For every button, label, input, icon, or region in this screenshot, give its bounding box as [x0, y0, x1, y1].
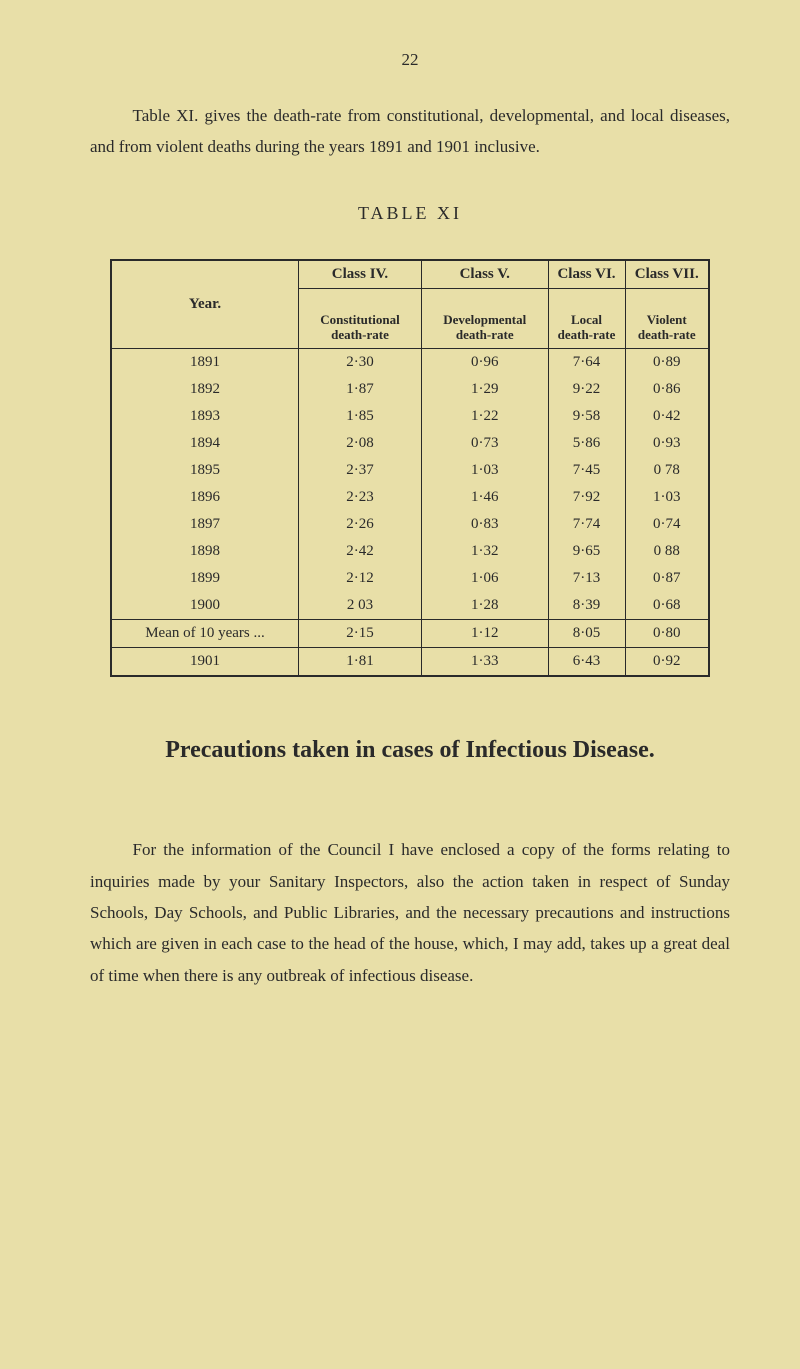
table-row: 1899 2·12 1·06 7·13 0·87 — [111, 565, 709, 592]
cell: 1·81 — [299, 648, 422, 677]
cell: 2·30 — [299, 349, 422, 377]
year-cell: 1892 — [111, 376, 299, 403]
cell: 1·28 — [421, 592, 548, 620]
col-class-iv: Class IV. — [299, 260, 422, 289]
col-class-v: Class V. — [421, 260, 548, 289]
year-cell: 1899 — [111, 565, 299, 592]
cell: 1·03 — [421, 457, 548, 484]
cell: 0·87 — [625, 565, 709, 592]
cell: 1·06 — [421, 565, 548, 592]
cell: 1·29 — [421, 376, 548, 403]
cell: 0 78 — [625, 457, 709, 484]
cell: 2·12 — [299, 565, 422, 592]
cell: 1·33 — [421, 648, 548, 677]
year-header: Year. — [111, 260, 299, 349]
row-1901: 1901 1·81 1·33 6·43 0·92 — [111, 648, 709, 677]
year-cell: 1894 — [111, 430, 299, 457]
table-row: 1891 2·30 0·96 7·64 0·89 — [111, 349, 709, 377]
page-number: 22 — [90, 50, 730, 70]
cell: 0·74 — [625, 511, 709, 538]
cell: 2·26 — [299, 511, 422, 538]
cell: 7·45 — [548, 457, 625, 484]
cell: 1·87 — [299, 376, 422, 403]
table-header-row-classes: Year. Class IV. Class V. Class VI. Class… — [111, 260, 709, 289]
cell: 0·42 — [625, 403, 709, 430]
cell: 2 03 — [299, 592, 422, 620]
body-paragraph: For the information of the Council I hav… — [90, 834, 730, 991]
cell: 1·85 — [299, 403, 422, 430]
col-dev-rate: Developmental death-rate — [421, 307, 548, 349]
year-cell: 1895 — [111, 457, 299, 484]
cell: 1·12 — [421, 620, 548, 648]
intro-paragraph: Table XI. gives the death-rate from cons… — [90, 100, 730, 163]
year-cell: 1898 — [111, 538, 299, 565]
cell: 5·86 — [548, 430, 625, 457]
mean-label: Mean of 10 years ... — [111, 620, 299, 648]
cell: 7·64 — [548, 349, 625, 377]
cell: 1·46 — [421, 484, 548, 511]
cell: 0·83 — [421, 511, 548, 538]
cell: 8·39 — [548, 592, 625, 620]
year-cell: 1896 — [111, 484, 299, 511]
year-cell: 1891 — [111, 349, 299, 377]
year-cell: 1900 — [111, 592, 299, 620]
table-row: 1898 2·42 1·32 9·65 0 88 — [111, 538, 709, 565]
cell: 9·58 — [548, 403, 625, 430]
col-violent-rate: Violent death-rate — [625, 307, 709, 349]
death-rate-table: Year. Class IV. Class V. Class VI. Class… — [110, 259, 710, 677]
cell: 2·23 — [299, 484, 422, 511]
cell: 8·05 — [548, 620, 625, 648]
col-class-vi: Class VI. — [548, 260, 625, 289]
cell: 0·93 — [625, 430, 709, 457]
cell: 2·42 — [299, 538, 422, 565]
table-row: 1900 2 03 1·28 8·39 0·68 — [111, 592, 709, 620]
cell: 1·22 — [421, 403, 548, 430]
year-cell: 1897 — [111, 511, 299, 538]
cell: 9·65 — [548, 538, 625, 565]
cell: 6·43 — [548, 648, 625, 677]
cell: 0·89 — [625, 349, 709, 377]
cell: 0·92 — [625, 648, 709, 677]
table-row: 1895 2·37 1·03 7·45 0 78 — [111, 457, 709, 484]
cell: 2·37 — [299, 457, 422, 484]
cell: 0·96 — [421, 349, 548, 377]
cell: 7·92 — [548, 484, 625, 511]
table-caption: TABLE XI — [90, 203, 730, 224]
cell: 0·73 — [421, 430, 548, 457]
year-cell: 1893 — [111, 403, 299, 430]
cell: 9·22 — [548, 376, 625, 403]
cell: 1·32 — [421, 538, 548, 565]
cell: 7·13 — [548, 565, 625, 592]
cell: 2·08 — [299, 430, 422, 457]
cell: 0 88 — [625, 538, 709, 565]
cell: 0·80 — [625, 620, 709, 648]
col-local-rate: Local death-rate — [548, 307, 625, 349]
table-row: 1894 2·08 0·73 5·86 0·93 — [111, 430, 709, 457]
cell: 7·74 — [548, 511, 625, 538]
mean-row: Mean of 10 years ... 2·15 1·12 8·05 0·80 — [111, 620, 709, 648]
table-row: 1893 1·85 1·22 9·58 0·42 — [111, 403, 709, 430]
cell: 0·68 — [625, 592, 709, 620]
cell: 0·86 — [625, 376, 709, 403]
table-row: 1897 2·26 0·83 7·74 0·74 — [111, 511, 709, 538]
cell: 1·03 — [625, 484, 709, 511]
table-row: 1896 2·23 1·46 7·92 1·03 — [111, 484, 709, 511]
col-class-vii: Class VII. — [625, 260, 709, 289]
cell: 2·15 — [299, 620, 422, 648]
section-title: Precautions taken in cases of Infectious… — [90, 737, 730, 764]
page-container: 22 Table XI. gives the death-rate from c… — [0, 0, 800, 1369]
table-row: 1892 1·87 1·29 9·22 0·86 — [111, 376, 709, 403]
year-1901-label: 1901 — [111, 648, 299, 677]
col-const-rate: Constitutional death-rate — [299, 307, 422, 349]
